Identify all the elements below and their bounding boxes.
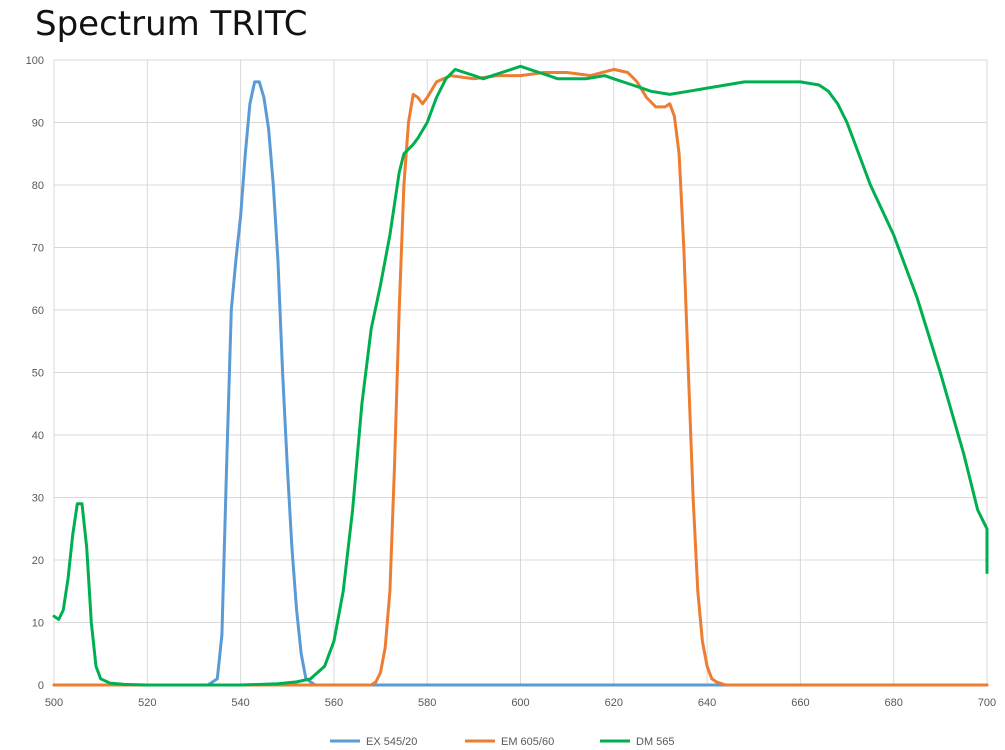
x-tick-label: 660 <box>791 697 809 709</box>
axes: 500 520 540 560 580 600 620 640 660 680 700 0 10 20 30… <box>26 55 997 709</box>
series-line-1 <box>52 67 989 687</box>
y-tick-label: 80 <box>32 180 44 192</box>
y-tick-label: 40 <box>32 430 44 442</box>
series-lines <box>52 64 989 687</box>
legend-label-0: EX 545/20 <box>366 736 417 748</box>
x-tick-label: 700 <box>978 697 996 709</box>
series-line-0 <box>52 80 989 687</box>
x-tick-label: 600 <box>511 697 529 709</box>
series-line-2 <box>52 64 989 687</box>
chart-title: Spectrum TRITC <box>35 4 308 44</box>
legend: EX 545/20 EM 605/60 DM 565 <box>330 736 675 748</box>
y-tick-label: 10 <box>32 618 44 630</box>
legend-label-2: DM 565 <box>636 736 675 748</box>
y-tick-label: 60 <box>32 305 44 317</box>
y-tick-label: 0 <box>38 680 44 692</box>
legend-label-1: EM 605/60 <box>501 736 554 748</box>
x-tick-label: 560 <box>325 697 343 709</box>
x-tick-label: 620 <box>605 697 623 709</box>
x-tick-label: 540 <box>231 697 249 709</box>
x-tick-label: 640 <box>698 697 716 709</box>
y-tick-label: 50 <box>32 368 44 380</box>
y-tick-label: 20 <box>32 555 44 567</box>
y-tick-label: 90 <box>32 118 44 130</box>
y-tick-label: 100 <box>26 55 44 67</box>
grid <box>53 59 988 686</box>
x-tick-label: 520 <box>138 697 156 709</box>
y-tick-label: 30 <box>32 493 44 505</box>
x-tick-label: 680 <box>885 697 903 709</box>
x-tick-label: 500 <box>45 697 63 709</box>
y-tick-label: 70 <box>32 243 44 255</box>
x-tick-label: 580 <box>418 697 436 709</box>
